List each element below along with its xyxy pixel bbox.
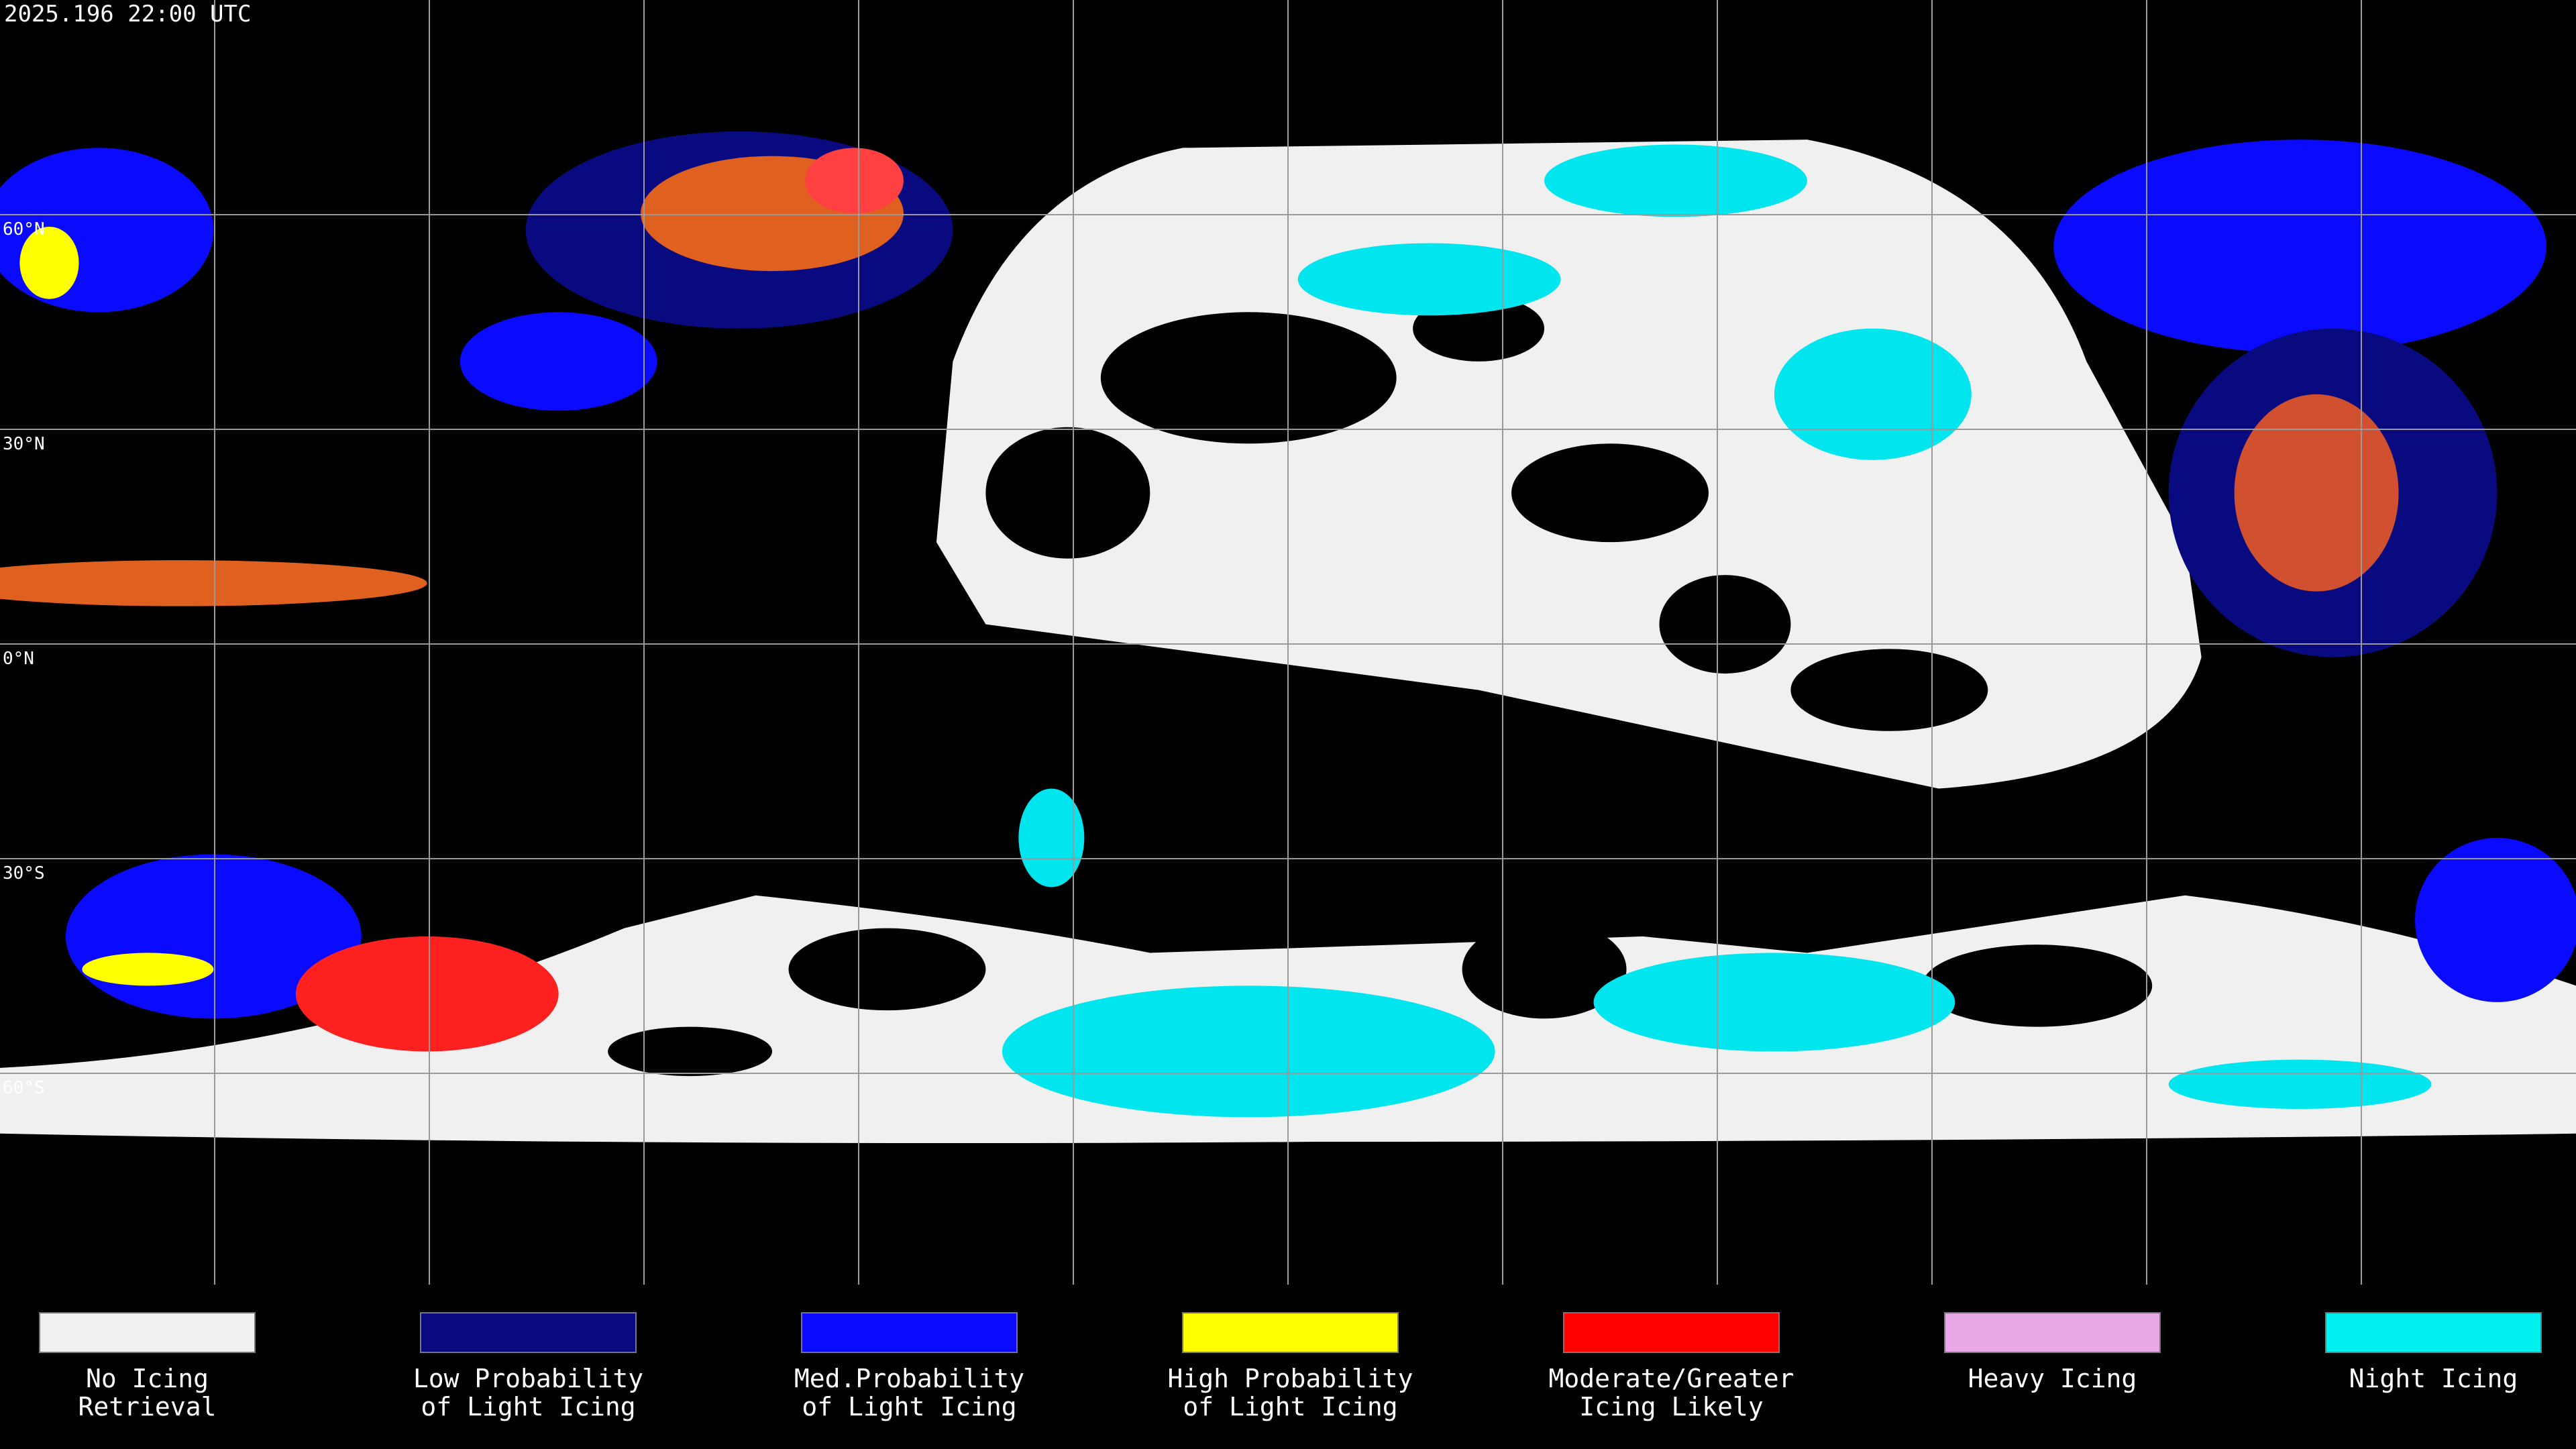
latitude-label: 60°S bbox=[3, 1078, 45, 1098]
legend-label: Icing Likely bbox=[1579, 1392, 1764, 1421]
icing-storms bbox=[0, 131, 2576, 1052]
legend-label: Moderate/Greater bbox=[1548, 1364, 1794, 1393]
legend-label: of Light Icing bbox=[802, 1392, 1016, 1421]
night-icing-areas bbox=[1002, 144, 2432, 1118]
legend-label: Med.Probability bbox=[794, 1364, 1024, 1393]
legend-swatch bbox=[1944, 1312, 2161, 1353]
legend-label: Heavy Icing bbox=[1968, 1364, 2137, 1393]
legend-label: Night Icing bbox=[2349, 1364, 2518, 1393]
legend-label: No Icing bbox=[86, 1364, 209, 1393]
legend-swatch bbox=[1182, 1312, 1399, 1353]
legend-swatch bbox=[420, 1312, 637, 1353]
legend-swatch bbox=[2325, 1312, 2542, 1353]
legend-swatch bbox=[801, 1312, 1018, 1353]
graticule bbox=[0, 0, 2576, 1285]
legend-label: of Light Icing bbox=[421, 1392, 635, 1421]
legend-label: of Light Icing bbox=[1183, 1392, 1397, 1421]
legend-label: Low Probability bbox=[413, 1364, 643, 1393]
latitude-label: 60°N bbox=[3, 219, 45, 239]
legend-label: Retrieval bbox=[78, 1392, 217, 1421]
timestamp: 2025.196 22:00 UTC bbox=[4, 1, 251, 28]
legend-label: High Probability bbox=[1167, 1364, 1413, 1393]
legend-swatch bbox=[1563, 1312, 1780, 1353]
latitude-label: 0°N bbox=[3, 649, 34, 669]
legend-swatch bbox=[39, 1312, 256, 1353]
latitude-label: 30°N bbox=[3, 434, 45, 454]
latitude-label: 30°S bbox=[3, 863, 45, 883]
